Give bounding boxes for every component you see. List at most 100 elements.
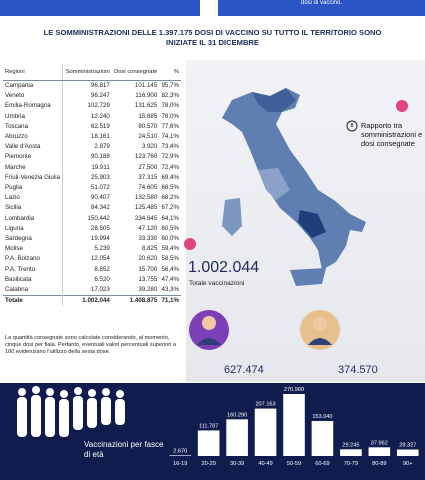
table-cell: 17.023	[90, 286, 110, 294]
table-row: Basilicata 6.520 13.755 47,4%	[3, 274, 181, 286]
bar	[368, 447, 391, 456]
table-row: Toscana 62.519 80.570 77,6%	[3, 121, 181, 133]
bar	[283, 394, 305, 456]
table-cell: Veneto	[3, 91, 64, 102]
value-label: 28.327	[399, 443, 416, 449]
table-row: Abruzzo 18.161 24.510 74,1%	[3, 132, 181, 143]
value-label: 2.670	[173, 448, 187, 454]
table-cell: 2.879	[94, 143, 110, 151]
table-cell: 12.240	[90, 112, 110, 120]
female-icon	[197, 338, 221, 345]
title: LE SOMMINISTRAZIONI DELLE 1.397.175 DOSI…	[43, 28, 382, 47]
table-cell: Calabria	[3, 285, 64, 296]
table-cell: Sicilia	[3, 203, 64, 214]
table-cell: 131.625	[134, 102, 158, 110]
chart-title: Vaccinazioni per fasce di età	[84, 440, 164, 459]
table-row: Friuli-Venezia Giulia 25.903 37.315 69,4%	[3, 172, 181, 184]
table-cell: 96.247	[90, 92, 110, 100]
male-count: 374.570	[338, 364, 378, 376]
table-cell: Somministrazioni	[62, 64, 112, 81]
table-cell: Totale	[3, 295, 64, 307]
table-cell: 3.920	[141, 143, 158, 151]
x-tick-label: 20-29	[202, 461, 216, 467]
table-row: Valle d'Aosta 2.879 3.920 73,4%	[3, 142, 181, 153]
table-cell: 58,5%	[161, 255, 179, 263]
table-cell: 19.994	[90, 235, 110, 243]
table-cell: 8.852	[94, 265, 110, 273]
table-cell: 37.315	[138, 173, 158, 181]
x-tick-label: 80-89	[372, 461, 386, 467]
table-row: Regioni Somministrazioni Dosi consegnate%	[3, 64, 181, 81]
region	[298, 210, 326, 238]
table-cell: 5.239	[94, 245, 110, 253]
table-cell: 47,4%	[161, 275, 179, 283]
bar	[311, 420, 334, 456]
table-cell: Abruzzo	[3, 132, 64, 143]
table-cell: Friuli-Venezia Giulia	[3, 172, 64, 184]
table-row: P.A. Bolzano 12.054 20.620 58,5%	[3, 254, 181, 265]
table-cell: 8.825	[141, 245, 158, 253]
table-row: Lazio 90.407 132.580 68,2%	[3, 193, 181, 204]
flower-icon	[396, 100, 408, 112]
table-cell: 43,3%	[161, 286, 179, 294]
table-row: Totale 1.002.044 1.408.875 71,1%	[3, 295, 181, 307]
table-row: Sardegna 19.994 33.330 60,0%	[3, 234, 181, 245]
info-icon	[351, 123, 353, 127]
x-tick-label: 60-69	[315, 461, 329, 467]
table-cell: 116.900	[135, 92, 158, 100]
table-cell: 24.510	[138, 133, 158, 141]
table-cell: 56,4%	[161, 265, 179, 273]
female-count: 627.474	[224, 364, 264, 376]
table-cell: 90.188	[90, 153, 110, 161]
table-cell: 51.072	[90, 184, 110, 192]
total-label: Totale vaccinazioni	[189, 280, 245, 287]
table-row: Sicilia 84.342 125.485 67,2%	[3, 203, 181, 214]
table-cell: 1.408.875	[111, 295, 160, 307]
table-cell: 72,9%	[161, 153, 179, 161]
italy	[222, 88, 366, 270]
table-cell: 74.605	[138, 184, 158, 192]
table-cell: Umbria	[3, 111, 64, 122]
table-cell: 64,1%	[161, 214, 179, 222]
map	[222, 88, 366, 286]
info-icon	[346, 120, 358, 132]
table-cell: 15.685	[138, 112, 158, 120]
table-cell: Campania	[3, 80, 64, 92]
table: Regioni Somministrazioni Dosi consegnate% C…	[3, 64, 181, 307]
table-cell: 73,4%	[161, 143, 179, 151]
table-cell: 74,1%	[161, 133, 179, 141]
table-cell: P.A. Trento	[3, 264, 64, 275]
table-cell: 150.442	[87, 214, 110, 222]
table-row: Puglia 51.072 74.605 68,5%	[3, 183, 181, 194]
table-cell: 78,0%	[161, 112, 179, 120]
bar	[254, 408, 277, 456]
table-row: Emilia-Romagna 102.729 131.625 78,0%	[3, 101, 181, 112]
table-cell: 33.330	[138, 235, 158, 243]
table-cell: 47.120	[138, 224, 158, 232]
map-legend: Rapporto tra somministrazioni e dosi con…	[361, 121, 423, 148]
table-cell: 84.342	[90, 204, 110, 212]
people-silhouettes	[17, 386, 125, 437]
bar	[197, 430, 220, 456]
banner-text: dosi di vaccino.	[300, 0, 343, 6]
x-tick-label: 70-79	[344, 461, 358, 467]
sardinia	[222, 198, 242, 236]
table-cell: %	[159, 64, 181, 81]
table-cell: 59,4%	[161, 245, 179, 253]
table-cell: 20.620	[138, 255, 158, 263]
table-cell: 234.645	[134, 214, 158, 222]
table-cell: 39.280	[138, 286, 158, 294]
table-row: Veneto 96.247 116.900 82,3%	[3, 91, 181, 102]
banner-box	[0, 0, 200, 16]
table-cell: Liguria	[3, 223, 64, 235]
table-cell: Puglia	[3, 183, 64, 194]
value-label: 37.962	[371, 440, 388, 446]
note: La quantità consegnate sono calcolate co…	[5, 335, 177, 356]
table-cell: 68,5%	[161, 184, 179, 192]
table-cell: 125.485	[134, 204, 158, 212]
table-cell: 96.817	[90, 82, 110, 89]
table-row: Campania 96.817 101.145 95,7%	[3, 80, 181, 92]
table-cell: Toscana	[3, 121, 64, 133]
table-row: P.A. Trento 8.852 15.700 56,4%	[3, 264, 181, 275]
